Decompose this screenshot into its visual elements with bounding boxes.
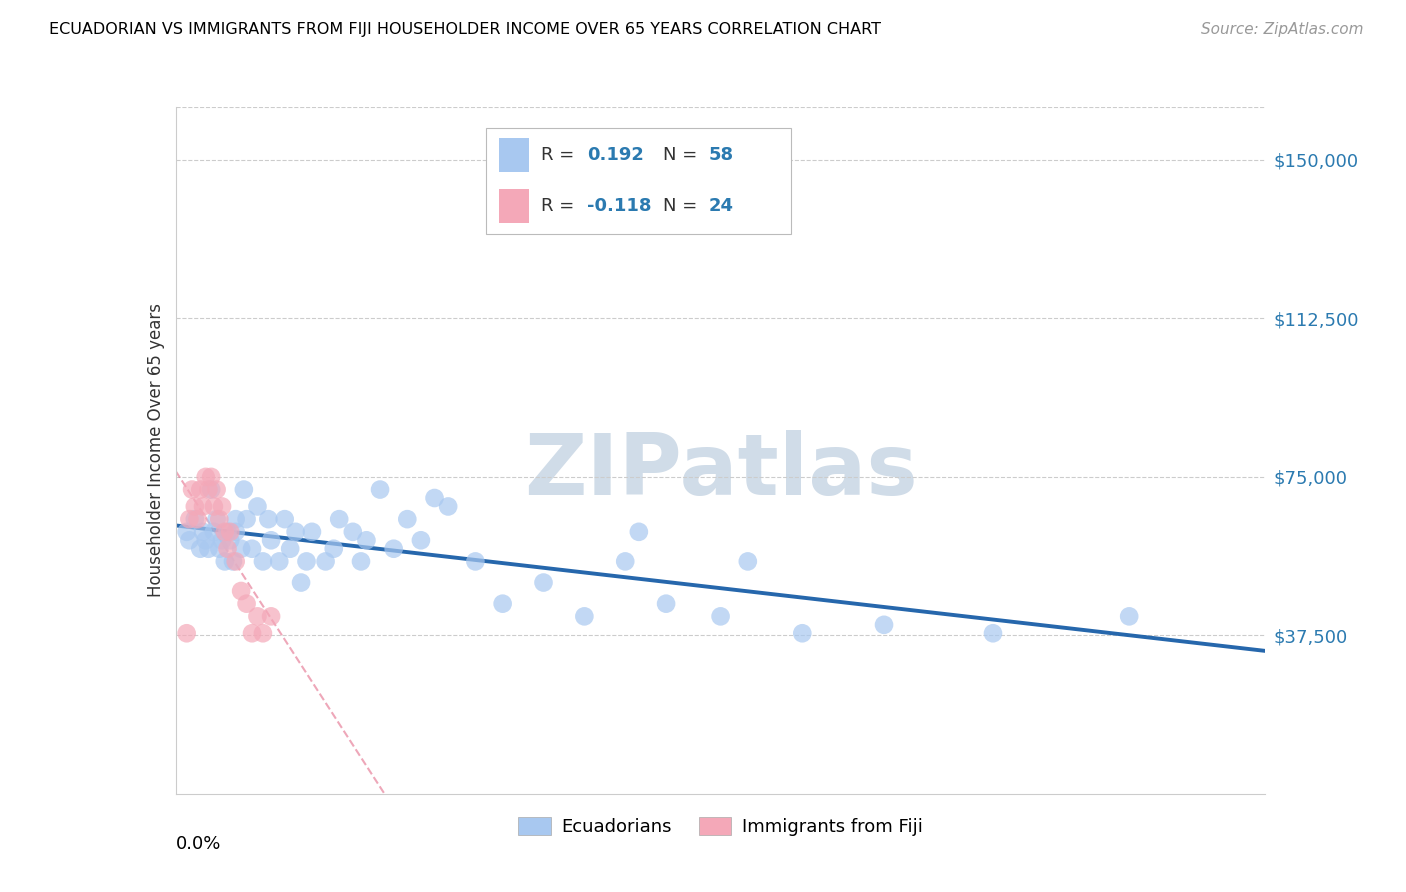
Point xyxy=(382,541,405,556)
Point xyxy=(295,554,318,568)
Point xyxy=(301,524,323,539)
Point xyxy=(200,470,222,484)
Point xyxy=(211,500,233,514)
Point xyxy=(194,533,217,548)
Point xyxy=(260,533,283,548)
Point xyxy=(176,524,198,539)
Point xyxy=(290,575,312,590)
Point xyxy=(246,500,269,514)
Text: 0.0%: 0.0% xyxy=(176,835,221,853)
Point xyxy=(240,541,263,556)
Point xyxy=(176,626,198,640)
Point xyxy=(222,554,245,568)
Point xyxy=(200,483,222,497)
Point xyxy=(396,512,419,526)
Point xyxy=(437,500,460,514)
Point xyxy=(194,470,217,484)
Point xyxy=(423,491,446,505)
Point xyxy=(188,541,211,556)
Point xyxy=(184,500,207,514)
Point xyxy=(274,512,297,526)
Point xyxy=(235,512,257,526)
Point xyxy=(197,483,219,497)
Point xyxy=(257,512,280,526)
Point xyxy=(205,512,228,526)
Point xyxy=(219,524,242,539)
Point xyxy=(208,541,231,556)
Point xyxy=(179,512,201,526)
Y-axis label: Householder Income Over 65 years: Householder Income Over 65 years xyxy=(146,303,165,598)
Point xyxy=(208,512,231,526)
Point xyxy=(342,524,364,539)
Point xyxy=(627,524,650,539)
Text: Source: ZipAtlas.com: Source: ZipAtlas.com xyxy=(1201,22,1364,37)
Point xyxy=(211,533,233,548)
Point xyxy=(232,483,254,497)
Point xyxy=(284,524,307,539)
Point xyxy=(315,554,337,568)
Text: ZIPatlas: ZIPatlas xyxy=(523,430,918,513)
Point xyxy=(737,554,759,568)
Point xyxy=(191,524,214,539)
Point xyxy=(202,524,225,539)
Point xyxy=(356,533,378,548)
Point xyxy=(217,541,239,556)
Point xyxy=(278,541,301,556)
Point xyxy=(214,524,236,539)
Point xyxy=(235,597,257,611)
Point xyxy=(260,609,283,624)
Point xyxy=(1118,609,1140,624)
Point xyxy=(231,584,253,599)
Point xyxy=(368,483,391,497)
Point xyxy=(205,483,228,497)
Point xyxy=(981,626,1004,640)
Text: ECUADORIAN VS IMMIGRANTS FROM FIJI HOUSEHOLDER INCOME OVER 65 YEARS CORRELATION : ECUADORIAN VS IMMIGRANTS FROM FIJI HOUSE… xyxy=(49,22,882,37)
Point xyxy=(181,483,204,497)
Point xyxy=(533,575,555,590)
Point xyxy=(614,554,637,568)
Point xyxy=(240,626,263,640)
Point xyxy=(184,512,207,526)
Point xyxy=(710,609,733,624)
Point xyxy=(231,541,253,556)
Point xyxy=(225,554,247,568)
Point xyxy=(328,512,350,526)
Legend: Ecuadorians, Immigrants from Fiji: Ecuadorians, Immigrants from Fiji xyxy=(510,809,931,843)
Point xyxy=(873,617,896,632)
Point xyxy=(186,512,209,526)
Point xyxy=(217,524,239,539)
Point xyxy=(179,533,201,548)
Point xyxy=(214,554,236,568)
Point xyxy=(792,626,814,640)
Point xyxy=(202,500,225,514)
Point xyxy=(350,554,373,568)
Point xyxy=(219,533,242,548)
Point xyxy=(464,554,486,568)
Point xyxy=(252,626,274,640)
Point xyxy=(492,597,515,611)
Point xyxy=(197,541,219,556)
Point xyxy=(191,500,214,514)
Point xyxy=(322,541,344,556)
Point xyxy=(188,483,211,497)
Point xyxy=(252,554,274,568)
Point xyxy=(246,609,269,624)
Point xyxy=(409,533,432,548)
Point xyxy=(574,609,596,624)
Point xyxy=(655,597,678,611)
Point xyxy=(269,554,291,568)
Point xyxy=(225,524,247,539)
Point xyxy=(225,512,247,526)
